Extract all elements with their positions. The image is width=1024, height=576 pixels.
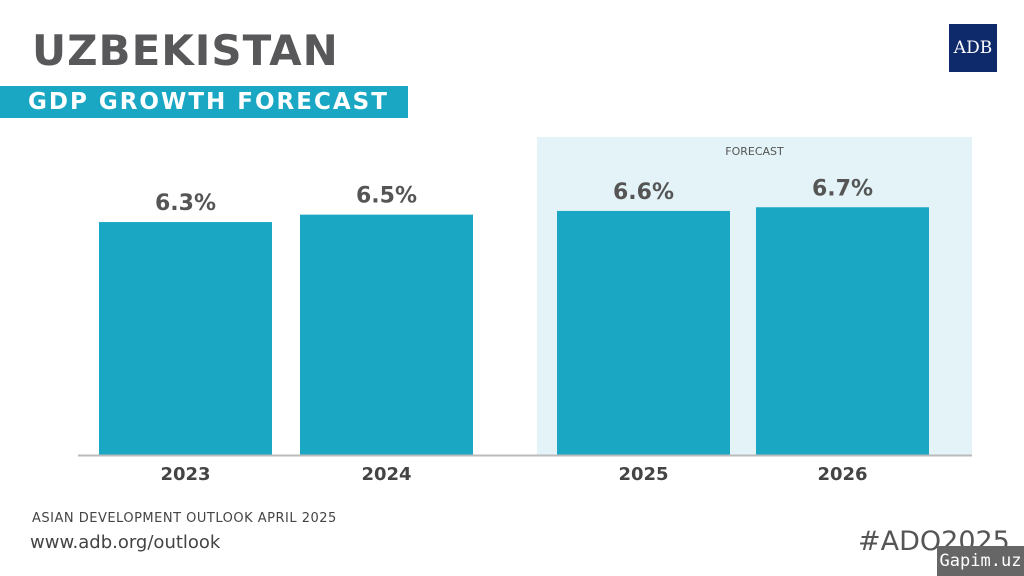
x-tick-2024: 2024: [361, 464, 411, 485]
source-text: ASIAN DEVELOPMENT OUTLOOK APRIL 2025: [32, 511, 337, 526]
x-tick-2023: 2023: [160, 464, 210, 485]
url-text: www.adb.org/outlook: [30, 532, 221, 553]
bar-2025: [557, 210, 730, 455]
bar-2026: [756, 207, 929, 455]
page-subtitle: GDP GROWTH FORECAST: [0, 86, 408, 118]
x-tick-2026: 2026: [817, 464, 867, 485]
x-tick-2025: 2025: [618, 464, 668, 485]
adb-logo: ADB: [949, 24, 997, 72]
page-title: UZBEKISTAN: [32, 26, 339, 75]
bar-2024: [300, 214, 473, 455]
watermark: Gapim.uz: [937, 546, 1024, 576]
data-label-2026: 6.7%: [812, 176, 873, 201]
bar-2023: [99, 222, 272, 455]
forecast-label: FORECAST: [725, 145, 784, 158]
data-label-2024: 6.5%: [356, 184, 417, 209]
data-label-2023: 6.3%: [155, 191, 216, 216]
data-label-2025: 6.6%: [613, 180, 674, 205]
